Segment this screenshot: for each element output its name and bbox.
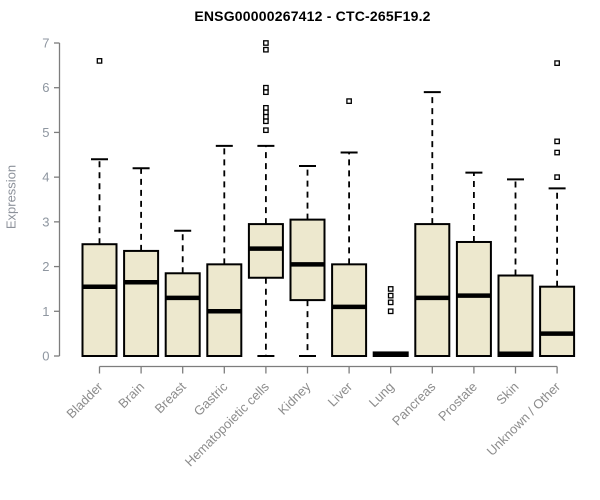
x-category-label: Bladder (63, 379, 106, 422)
outlier-point (263, 127, 269, 134)
x-category-label: Breast (152, 379, 189, 416)
outlier-point (263, 46, 269, 53)
y-tick-label: 1 (42, 304, 49, 319)
x-category-label: Lung (366, 379, 397, 410)
outlier-point (554, 174, 560, 180)
x-category-label: Unknown / Other (484, 379, 564, 459)
y-tick-label: 6 (42, 80, 49, 95)
y-tick-label: 4 (42, 170, 49, 185)
outlier-point (263, 118, 269, 125)
outlier-point (387, 292, 394, 299)
outlier-point (387, 308, 394, 315)
outlier-point (263, 40, 269, 46)
y-tick-label: 7 (42, 36, 49, 51)
y-tick-label: 5 (42, 125, 49, 140)
y-tick-label: 3 (42, 214, 49, 229)
outlier-point (554, 60, 560, 66)
x-category-label: Liver (325, 379, 356, 410)
box-Unknown / Other (539, 285, 576, 358)
outlier-point (554, 149, 560, 156)
box-Kidney (289, 218, 326, 302)
outlier-point (263, 84, 269, 91)
box-Bladder (81, 243, 118, 357)
outlier-point (554, 138, 560, 145)
x-category-label: Gastric (191, 379, 231, 419)
outlier-point (387, 286, 394, 292)
box-Skin (497, 274, 534, 357)
box-Pancreas (414, 223, 451, 357)
box-Breast (164, 272, 201, 357)
x-category-label: Pancreas (389, 379, 439, 429)
outlier-point (346, 98, 352, 104)
outlier-point (96, 58, 103, 64)
box-Prostate (455, 240, 492, 358)
x-category-label: Prostate (435, 379, 480, 424)
outlier-point (263, 109, 269, 116)
y-tick-label: 2 (42, 259, 49, 274)
x-category-label: Brain (115, 379, 147, 411)
x-category-label: Skin (493, 379, 521, 407)
y-tick-label: 0 (42, 349, 49, 364)
outlier-point (263, 113, 269, 120)
chart-title: ENSG00000267412 - CTC-265F19.2 (194, 8, 431, 24)
box-Brain (123, 249, 160, 358)
x-category-label: Kidney (275, 379, 314, 418)
outlier-point (263, 89, 269, 96)
outlier-point (263, 104, 269, 111)
outlier-point (387, 299, 394, 306)
box-Liver (331, 263, 368, 358)
